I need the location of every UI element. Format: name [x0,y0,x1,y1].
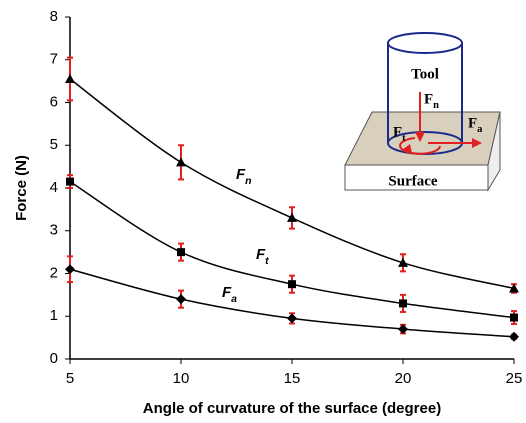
y-tick-label: 8 [50,8,58,25]
arrow-head [415,132,425,142]
x-tick-label: 20 [395,370,412,387]
rotation-arrow [399,137,441,155]
y-tick-label: 5 [50,136,58,153]
y-tick-label: 0 [50,350,58,367]
y-tick-label: 7 [50,51,58,68]
x-tick-label: 5 [66,370,74,387]
marker [66,177,74,186]
marker [65,264,75,275]
inset-label: Surface [388,173,437,189]
marker [287,212,297,222]
marker [288,280,296,289]
y-tick-label: 3 [50,222,58,239]
marker [398,324,408,335]
series-line [69,180,515,319]
series-label: Fn [236,166,252,187]
x-tick-label: 10 [173,370,190,387]
series-label: Ft [256,246,269,267]
arrow-head [402,144,412,153]
marker [177,248,185,257]
tool-top [387,32,463,54]
x-axis-title: Angle of curvature of the surface (degre… [143,400,441,417]
marker [176,294,186,305]
marker [399,299,407,308]
y-tick-label: 2 [50,264,58,281]
marker [176,157,186,167]
marker [510,313,518,322]
surface-side [487,111,501,192]
inset-diagram: Tool Fn Ft Fa Surface [344,32,501,192]
marker [398,257,408,267]
arrow-head [472,138,482,148]
y-tick-label: 1 [50,307,58,324]
marker [287,313,297,324]
marker [509,283,519,293]
inset-label: Tool [411,66,439,82]
y-axis-title: Force (N) [13,155,30,221]
x-tick-label: 15 [284,370,301,387]
marker [65,73,75,83]
y-tick-label: 6 [50,93,58,110]
marker [509,331,519,342]
inset-label: Fn [424,91,439,110]
x-tick-label: 25 [506,370,523,387]
y-tick-label: 4 [50,179,58,196]
series-label: Fa [222,284,237,305]
